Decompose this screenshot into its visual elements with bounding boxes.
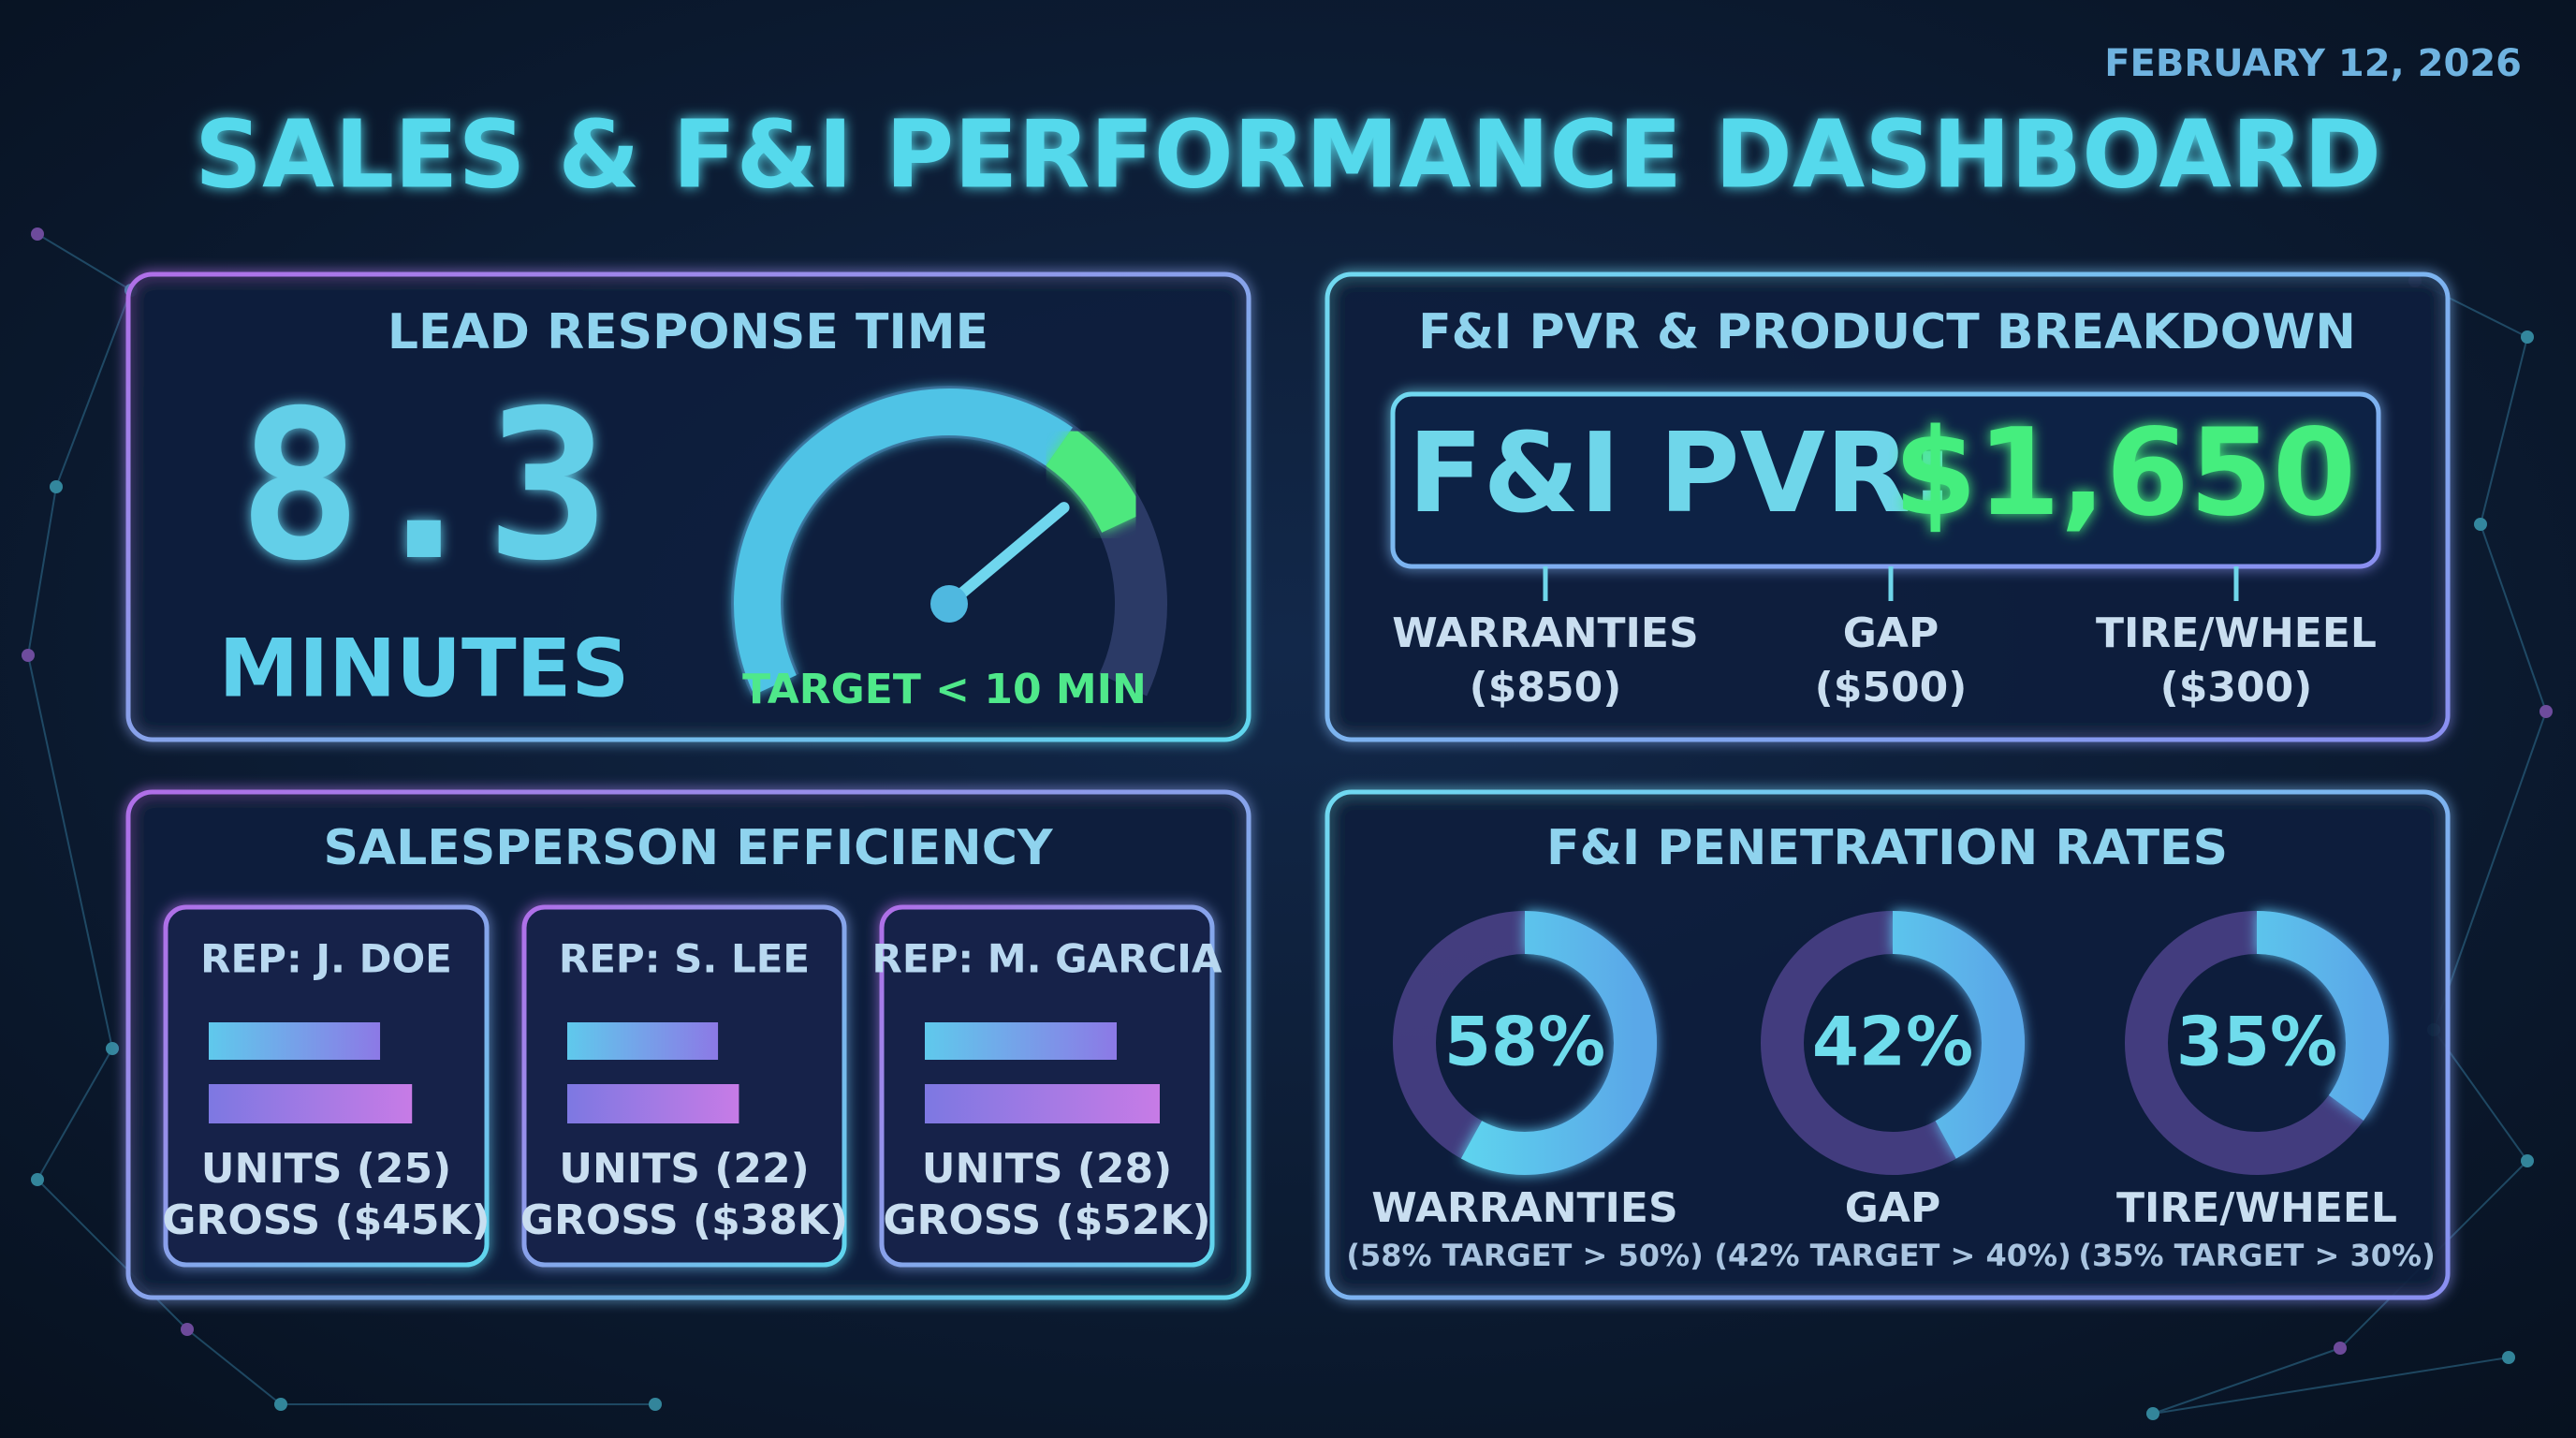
network-node	[50, 480, 63, 493]
product-list: WARRANTIES ($850) GAP ($500) TIRE/WHEEL ($300…	[1392, 566, 2377, 712]
rep-name: REP: M. GARCIA	[872, 936, 1222, 982]
gross-label: GROSS ($38K)	[520, 1196, 848, 1244]
panel-title: LEAD RESPONSE TIME	[388, 304, 988, 360]
donut-note: (35% TARGET > 30%)	[2078, 1238, 2435, 1273]
donut-arc	[2125, 911, 2389, 1175]
gauge-target-zone	[1045, 427, 1145, 534]
network-node	[106, 1042, 119, 1055]
pvr-amount: $1,650	[1894, 404, 2356, 543]
network-node	[2146, 1407, 2159, 1420]
gauge-fill	[734, 389, 1073, 696]
panel-title: F&I PVR & PRODUCT BREAKDOWN	[1418, 304, 2356, 360]
donut-note: (58% TARGET > 50%)	[1346, 1238, 1703, 1273]
network-node	[22, 649, 35, 662]
network-node	[181, 1323, 194, 1336]
gauge	[731, 386, 1167, 697]
donut-note: (42% TARGET > 40%)	[1714, 1238, 2071, 1273]
network-node	[2521, 1154, 2534, 1167]
panel	[1325, 789, 2451, 1300]
donuts: 58% WARRANTIES (58% TARGET > 50%) 42% GAP (42…	[1346, 911, 2436, 1273]
units-label: UNITS (25)	[201, 1145, 451, 1193]
network-line	[27, 486, 57, 656]
units-bar	[925, 1022, 1117, 1060]
donut-label: 58%	[1444, 1003, 1605, 1081]
network-node	[2474, 518, 2487, 531]
product-amount: ($300)	[2160, 664, 2313, 712]
units-label: UNITS (22)	[559, 1145, 809, 1193]
donut-label: 42%	[1812, 1003, 1973, 1081]
gauge-needle	[944, 502, 1070, 609]
product-name: TIRE/WHEEL	[2096, 609, 2377, 657]
gross-bar	[209, 1084, 413, 1123]
donut-name: TIRE/WHEEL	[2116, 1184, 2397, 1232]
product-amount: ($500)	[1815, 664, 1968, 712]
network-node	[274, 1398, 287, 1411]
network-node	[31, 227, 44, 241]
gross-bar	[925, 1084, 1160, 1123]
units-label: UNITS (28)	[922, 1145, 1172, 1193]
donut-arc	[1393, 911, 1657, 1175]
network-line	[2480, 336, 2528, 525]
network-node	[31, 1173, 44, 1186]
response-value: 8.3	[238, 366, 609, 606]
panel-title: SALESPERSON EFFICIENCY	[323, 820, 1053, 876]
network-line	[186, 1328, 282, 1405]
product-amount: ($850)	[1470, 664, 1622, 712]
network-node	[649, 1398, 662, 1411]
response-unit: MINUTES	[219, 622, 630, 715]
rep-name: REP: S. LEE	[559, 936, 810, 982]
network-line	[55, 289, 132, 488]
units-bar	[567, 1022, 719, 1060]
network-line	[2480, 523, 2547, 712]
network-line	[37, 1179, 188, 1330]
donut-arc	[1761, 911, 2025, 1175]
gross-label: GROSS ($52K)	[883, 1196, 1210, 1244]
pvr-label: F&I PVR:	[1408, 408, 1954, 537]
rep-name: REP: J. DOE	[200, 936, 452, 982]
network-line	[37, 1048, 113, 1181]
date: FEBRUARY 12, 2026	[2104, 42, 2522, 85]
units-bar	[209, 1022, 381, 1060]
network-line	[37, 233, 132, 291]
gross-label: GROSS ($45K)	[162, 1196, 490, 1244]
panel-title: F&I PENETRATION RATES	[1546, 820, 2228, 876]
product-name: WARRANTIES	[1392, 609, 1698, 657]
network-line	[2152, 1347, 2341, 1415]
product-name: GAP	[1843, 609, 1939, 657]
network-line	[2152, 1357, 2510, 1415]
gross-bar	[567, 1084, 739, 1123]
donut-name: GAP	[1845, 1184, 1940, 1232]
donut-label: 35%	[2176, 1003, 2337, 1081]
gauge-target: TARGET < 10 MIN	[742, 666, 1147, 713]
network-line	[2433, 711, 2547, 1031]
network-node	[2539, 705, 2553, 718]
donut-name: WARRANTIES	[1371, 1184, 1677, 1232]
network-node	[2502, 1351, 2515, 1364]
dashboard-title: SALES & F&I PERFORMANCE DASHBOARD	[195, 99, 2381, 209]
network-node	[2521, 330, 2534, 344]
network-node	[2334, 1342, 2347, 1355]
rep-cards: REP: J. DOE UNITS (25)GROSS ($45K) REP: S.…	[162, 904, 1222, 1268]
pvr-box	[1390, 391, 2381, 569]
gauge-hub	[930, 585, 968, 623]
network-line	[27, 654, 113, 1049]
